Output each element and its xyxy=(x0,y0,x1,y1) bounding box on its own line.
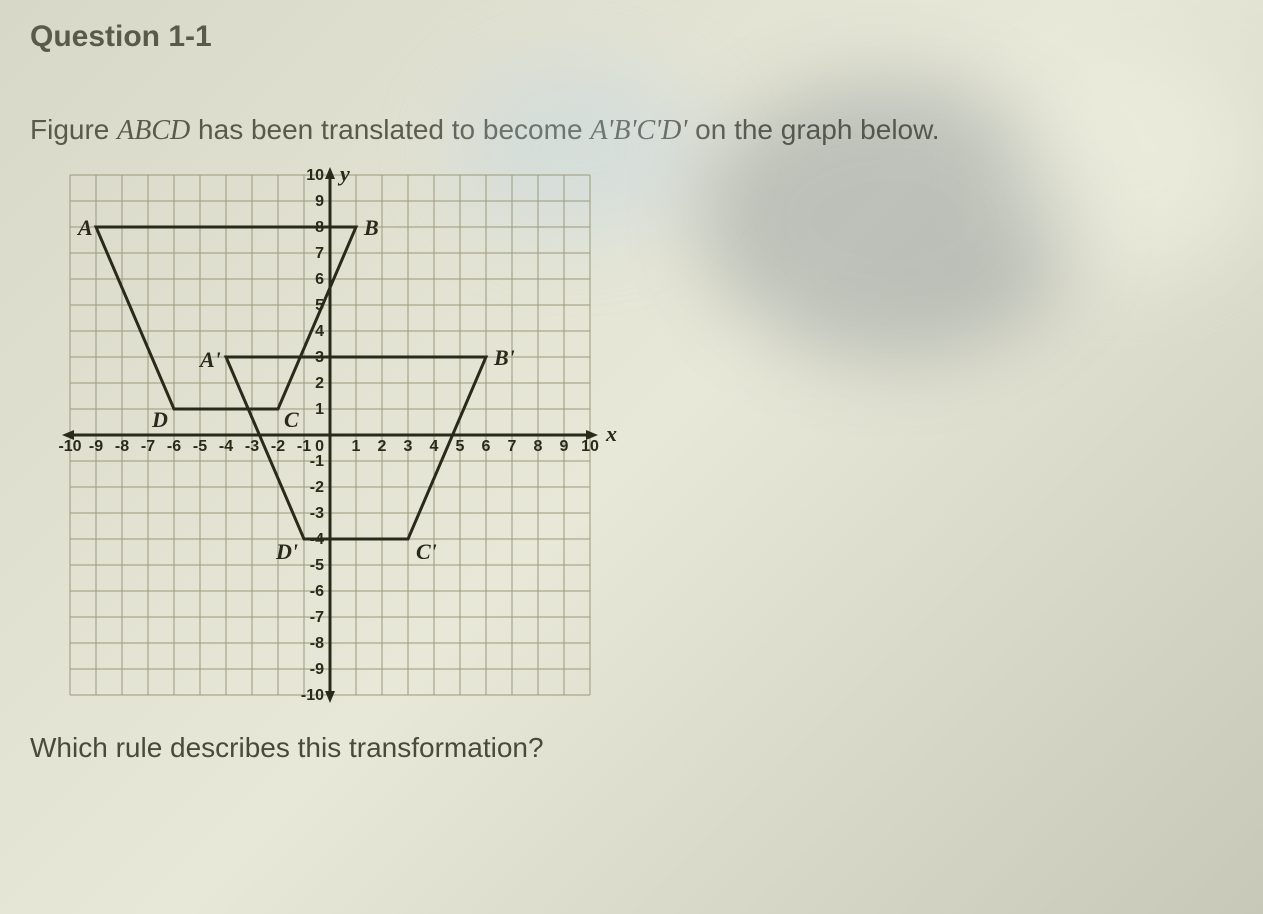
svg-text:-6: -6 xyxy=(167,438,181,455)
svg-text:C': C' xyxy=(416,539,437,564)
svg-text:-9: -9 xyxy=(310,661,324,678)
svg-text:7: 7 xyxy=(315,245,324,262)
svg-text:y: y xyxy=(337,167,350,186)
svg-text:9: 9 xyxy=(315,193,324,210)
svg-text:-7: -7 xyxy=(141,438,155,455)
svg-text:x: x xyxy=(605,421,617,446)
svg-text:-3: -3 xyxy=(310,505,324,522)
svg-text:-6: -6 xyxy=(310,583,324,600)
svg-text:-4: -4 xyxy=(219,438,233,455)
follow-up-question: Which rule describes this transformation… xyxy=(30,732,1233,764)
body-prefix: Figure xyxy=(30,114,117,145)
svg-text:4: 4 xyxy=(430,438,439,455)
svg-text:6: 6 xyxy=(482,438,491,455)
svg-text:10: 10 xyxy=(581,438,599,455)
coordinate-graph: -10-9-8-7-6-5-4-3-2-11234567891012345678… xyxy=(50,167,650,707)
svg-text:B': B' xyxy=(493,345,515,370)
svg-text:-8: -8 xyxy=(310,635,324,652)
svg-text:8: 8 xyxy=(534,438,543,455)
svg-text:-9: -9 xyxy=(89,438,103,455)
svg-text:-5: -5 xyxy=(193,438,207,455)
svg-text:9: 9 xyxy=(560,438,569,455)
svg-text:4: 4 xyxy=(315,323,324,340)
body-middle: has been translated to become xyxy=(190,114,590,145)
svg-text:1: 1 xyxy=(315,401,324,418)
svg-text:-2: -2 xyxy=(271,438,285,455)
svg-text:6: 6 xyxy=(315,271,324,288)
svg-text:D: D xyxy=(151,407,168,432)
svg-text:A: A xyxy=(76,215,93,240)
question-body: Figure ABCD has been translated to becom… xyxy=(30,114,1233,147)
figure-original: ABCD xyxy=(117,115,190,146)
svg-text:D': D' xyxy=(275,539,298,564)
svg-text:-1: -1 xyxy=(310,453,324,470)
svg-text:3: 3 xyxy=(404,438,413,455)
svg-text:2: 2 xyxy=(378,438,387,455)
svg-text:0: 0 xyxy=(315,438,324,455)
graph-container: -10-9-8-7-6-5-4-3-2-11234567891012345678… xyxy=(50,167,1233,707)
svg-text:A': A' xyxy=(198,347,221,372)
svg-text:2: 2 xyxy=(315,375,324,392)
svg-text:-2: -2 xyxy=(310,479,324,496)
svg-text:-7: -7 xyxy=(310,609,324,626)
figure-prime: A'B'C'D' xyxy=(590,115,687,146)
svg-text:-8: -8 xyxy=(115,438,129,455)
svg-text:-5: -5 xyxy=(310,557,324,574)
svg-text:10: 10 xyxy=(306,167,324,184)
svg-text:-3: -3 xyxy=(245,438,259,455)
body-suffix: on the graph below. xyxy=(687,114,939,145)
svg-text:B: B xyxy=(363,215,379,240)
question-title: Question 1-1 xyxy=(30,20,1233,54)
svg-text:5: 5 xyxy=(456,438,465,455)
svg-text:1: 1 xyxy=(352,438,361,455)
svg-text:7: 7 xyxy=(508,438,517,455)
svg-text:-10: -10 xyxy=(58,438,81,455)
svg-text:C: C xyxy=(284,407,299,432)
svg-text:-10: -10 xyxy=(301,687,324,704)
